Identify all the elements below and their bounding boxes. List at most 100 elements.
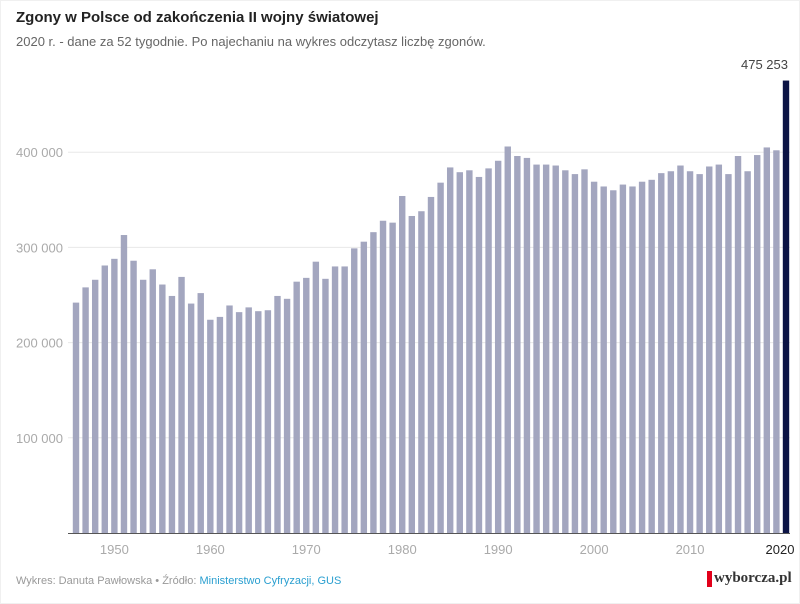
bar[interactable]: 1965: 233000	[255, 311, 262, 533]
bar[interactable]: 2018: 405000	[763, 147, 771, 533]
bar[interactable]: 1973: 280000	[331, 266, 339, 533]
bar[interactable]: 2001: 364000	[600, 186, 607, 534]
bar[interactable]: 1978: 328000	[379, 220, 387, 533]
bar[interactable]: 1961: 227000	[216, 316, 224, 533]
bar[interactable]: 1951: 313000	[120, 235, 128, 534]
bar[interactable]: 1970: 268000	[303, 277, 310, 533]
bar[interactable]: 1983: 353000	[427, 196, 435, 533]
bar[interactable]: 2011: 377000	[696, 174, 703, 533]
bar[interactable]: 2004: 364000	[629, 186, 636, 534]
y-tick-label: 300 000	[16, 240, 63, 255]
bar[interactable]: 1991: 406000	[504, 146, 511, 533]
bar[interactable]: 1985: 384000	[446, 167, 454, 533]
bar[interactable]: 2016: 380000	[744, 171, 751, 534]
bar[interactable]: 1995: 387000	[542, 164, 550, 534]
bar[interactable]: 1980: 354000	[399, 195, 406, 533]
bar[interactable]: 2007: 378000	[658, 173, 665, 534]
bar[interactable]: 2009: 386000	[677, 165, 684, 533]
bar[interactable]: 1984: 368000	[437, 182, 444, 533]
bar[interactable]: 1954: 277000	[149, 269, 156, 533]
bar[interactable]: 1993: 394000	[523, 157, 531, 534]
bar[interactable]: 1960: 224000	[207, 319, 214, 533]
bar[interactable]: 2008: 380000	[667, 171, 675, 534]
bar[interactable]: 1998: 377000	[571, 174, 579, 533]
bar[interactable]: 1956: 249000	[168, 295, 176, 533]
bar[interactable]: 1953: 266000	[139, 279, 147, 533]
bar[interactable]: 1992: 396000	[514, 156, 521, 533]
x-tick-label: 1950	[100, 542, 129, 557]
bar[interactable]: 1946: 242000	[72, 302, 80, 533]
bar[interactable]: 1988: 374000	[475, 176, 483, 533]
y-tick-label: 100 000	[16, 431, 63, 446]
bar[interactable]: 1959: 252000	[197, 293, 204, 533]
data-labels: 475 253	[741, 57, 788, 72]
bar[interactable]: 2015: 396000	[734, 156, 742, 533]
bar[interactable]: 1975: 299000	[351, 248, 358, 534]
bar[interactable]: 1947: 258000	[82, 287, 89, 533]
x-tick-label: 2010	[676, 542, 705, 557]
bar[interactable]: 2010: 380000	[686, 171, 694, 534]
bar[interactable]: 2002: 360000	[610, 190, 617, 533]
x-axis-labels: 1950 1960 1970 1980 1990 2000 2010 2020	[100, 542, 795, 557]
bar[interactable]: 1981: 333000	[408, 215, 416, 533]
x-tick-label: 1960	[196, 542, 225, 557]
bar[interactable]: 1963: 232000	[235, 312, 243, 533]
bar[interactable]: 2003: 366000	[619, 184, 627, 533]
bar[interactable]: 1990: 391000	[494, 160, 502, 533]
chart-title: Zgony w Polsce od zakończenia II wojny ś…	[16, 9, 379, 26]
bar[interactable]: 1974: 280000	[341, 266, 348, 533]
bar[interactable]: 1989: 383000	[485, 168, 492, 533]
bar[interactable]: 2012: 385000	[706, 166, 713, 534]
bar[interactable]: 1949: 281000	[101, 265, 108, 533]
bar[interactable]: 1976: 306000	[360, 241, 368, 534]
bar[interactable]: 1999: 382000	[581, 169, 588, 533]
bar[interactable]: 1969: 264000	[293, 281, 300, 533]
bar[interactable]: 2006: 371000	[648, 179, 655, 534]
x-tick-label: 1980	[388, 542, 417, 557]
bar[interactable]: 1982: 338000	[418, 211, 425, 533]
bar[interactable]: 1994: 387000	[533, 164, 540, 534]
logo-mark-icon	[707, 570, 712, 587]
bar[interactable]: 1986: 379000	[456, 172, 463, 533]
logo-text: wyborcza.pl	[714, 570, 792, 586]
y-axis-labels: 100 000 200 000 300 000 400 000	[16, 145, 63, 446]
bar[interactable]: 1966: 234000	[264, 310, 272, 533]
bar[interactable]: 1977: 316000	[370, 232, 377, 533]
bar[interactable]: 1972: 267000	[322, 278, 329, 533]
x-tick-label: 1990	[484, 542, 513, 557]
bar[interactable]: 1962: 239000	[226, 305, 233, 533]
y-tick-label: 200 000	[16, 336, 63, 351]
bar[interactable]: 1950: 288000	[111, 258, 118, 533]
bar[interactable]: 2013: 387000	[715, 164, 723, 534]
bar[interactable]: 1997: 381000	[562, 170, 569, 533]
bar[interactable]: 2014: 377000	[725, 174, 732, 533]
bar[interactable]: 2005: 369000	[638, 181, 646, 533]
credit-text: Wykres: Danuta Pawłowska • Źródło:	[16, 575, 200, 587]
bar[interactable]: 1987: 381000	[466, 170, 473, 533]
bar[interactable]: 1967: 249000	[274, 295, 281, 533]
x-tick-label: 1970	[292, 542, 321, 557]
y-tick-label: 400 000	[16, 145, 63, 160]
source-link[interactable]: Ministerstwo Cyfryzacji, GUS	[199, 575, 342, 587]
bar[interactable]: 1979: 326000	[389, 222, 396, 533]
bar[interactable]: 2019: 402000	[773, 150, 780, 533]
bar[interactable]: 1968: 246000	[283, 298, 291, 533]
x-tick-label: 2000	[580, 542, 609, 557]
bar[interactable]: 1957: 269000	[178, 276, 185, 533]
bar[interactable]: 1958: 241000	[187, 303, 195, 533]
bars: 1946: 2420001947: 2580001948: 2660001949…	[72, 80, 790, 534]
chart-subtitle: 2020 r. - dane za 52 tygodnie. Po najech…	[16, 34, 486, 49]
bar[interactable]: 2000: 369000	[590, 181, 598, 533]
bar[interactable]: 1971: 285000	[312, 261, 320, 533]
bar[interactable]: 1952: 286000	[130, 260, 137, 533]
wyborcza-logo[interactable]: wyborcza.pl	[707, 570, 792, 587]
bar[interactable]: 1996: 386000	[552, 165, 559, 533]
bar[interactable]: 1955: 261000	[159, 284, 166, 533]
bar[interactable]: 2017: 397000	[754, 155, 761, 533]
data-label-highlighted: 475 253	[741, 57, 788, 72]
x-tick-label: 2020	[766, 542, 795, 557]
bar[interactable]: 1964: 237000	[245, 307, 252, 533]
bar[interactable]: 1948: 266000	[91, 279, 99, 533]
